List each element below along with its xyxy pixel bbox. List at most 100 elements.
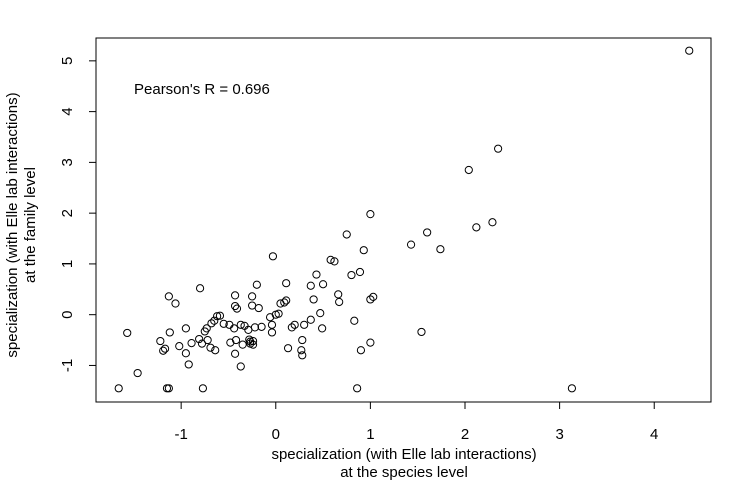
x-axis-title-line-2: at the species level [340, 464, 468, 481]
data-point [252, 280, 261, 289]
data-point [206, 343, 215, 352]
data-point [195, 284, 205, 293]
data-point [160, 344, 170, 353]
data-point [213, 312, 222, 321]
data-point [248, 336, 258, 346]
data-point [230, 301, 240, 311]
y-tick-label: 3 [59, 158, 76, 166]
data-point [350, 316, 359, 325]
data-point [326, 255, 335, 264]
data-point [306, 281, 315, 290]
x-tick-label: 4 [650, 426, 658, 443]
data-point [197, 339, 207, 348]
data-point [164, 292, 173, 301]
data-point [254, 303, 263, 313]
x-tick-label: 0 [272, 426, 280, 443]
data-point [355, 267, 365, 277]
data-point [318, 280, 328, 289]
data-point [211, 346, 220, 355]
data-point [488, 218, 497, 227]
data-point [123, 328, 132, 338]
data-point [267, 320, 277, 329]
data-point [187, 339, 196, 348]
data-point [215, 311, 225, 320]
x-axis: -1 0 1 2 3 4 [174, 401, 658, 443]
data-point [171, 299, 180, 308]
data-point [306, 315, 315, 324]
data-point [250, 323, 260, 332]
y-axis-title-line-1: specialization (with Elle lab interactio… [4, 92, 21, 357]
data-point [164, 384, 173, 393]
data-point [366, 210, 375, 219]
data-point [287, 323, 296, 332]
data-point [312, 270, 321, 279]
data-point [366, 338, 375, 347]
data-point [165, 328, 174, 337]
x-axis-title-line-1: specialization (with Elle lab interactio… [271, 446, 536, 463]
data-point [335, 297, 344, 307]
data-point [300, 320, 309, 329]
data-point [347, 270, 356, 280]
data-point [282, 279, 291, 288]
data-point [248, 340, 258, 349]
data-point [210, 316, 219, 325]
data-point [236, 320, 245, 329]
y-axis: -1 0 1 2 3 4 5 [59, 57, 97, 372]
x-tick-label: 3 [555, 426, 563, 443]
data-point [685, 46, 694, 55]
data-point [298, 351, 307, 360]
data-point [356, 346, 366, 355]
y-tick-label: 1 [59, 260, 76, 268]
data-point [198, 384, 208, 393]
data-point [406, 240, 416, 249]
data-point [230, 291, 240, 300]
data-point [472, 223, 481, 232]
data-point [359, 246, 368, 255]
y-tick-label: 2 [59, 209, 76, 217]
data-point [369, 292, 378, 302]
x-axis-title: specialization (with Elle lab interactio… [271, 446, 536, 481]
data-point [436, 245, 445, 254]
data-point [175, 342, 184, 351]
data-point [283, 344, 293, 353]
data-point [280, 298, 289, 307]
data-point [248, 292, 257, 301]
data-point [230, 324, 239, 333]
y-tick-label: 0 [59, 311, 76, 319]
data-point [195, 334, 204, 344]
data-point [184, 360, 193, 369]
data-point [246, 337, 255, 346]
annotation-pearson: Pearson's R = 0.696 [134, 81, 270, 98]
x-tick-label: 2 [461, 426, 469, 443]
y-tick-label: 4 [59, 107, 76, 115]
data-point [330, 257, 339, 266]
data-point [226, 338, 235, 347]
data-point [274, 309, 283, 318]
data-point [200, 327, 209, 336]
data-point [181, 349, 190, 358]
data-point [366, 295, 375, 304]
data-point [567, 384, 577, 393]
data-point [423, 228, 432, 237]
data-point [265, 313, 275, 322]
data-point [231, 335, 241, 345]
data-point [203, 335, 212, 345]
data-point [309, 295, 318, 304]
data-point [219, 319, 228, 328]
data-point [290, 320, 299, 329]
x-tick-label: -1 [174, 426, 187, 443]
y-tick-label: 5 [59, 57, 76, 65]
data-point [297, 346, 306, 355]
data-points [114, 46, 694, 393]
data-point [276, 299, 285, 308]
data-point [181, 324, 190, 333]
data-point [494, 144, 503, 153]
data-point [268, 252, 278, 261]
data-point [334, 290, 343, 299]
data-point [238, 340, 247, 349]
data-point [298, 335, 307, 345]
data-point [417, 327, 426, 337]
data-point [257, 322, 266, 331]
data-point [342, 230, 351, 239]
x-tick-label: 1 [366, 426, 374, 443]
